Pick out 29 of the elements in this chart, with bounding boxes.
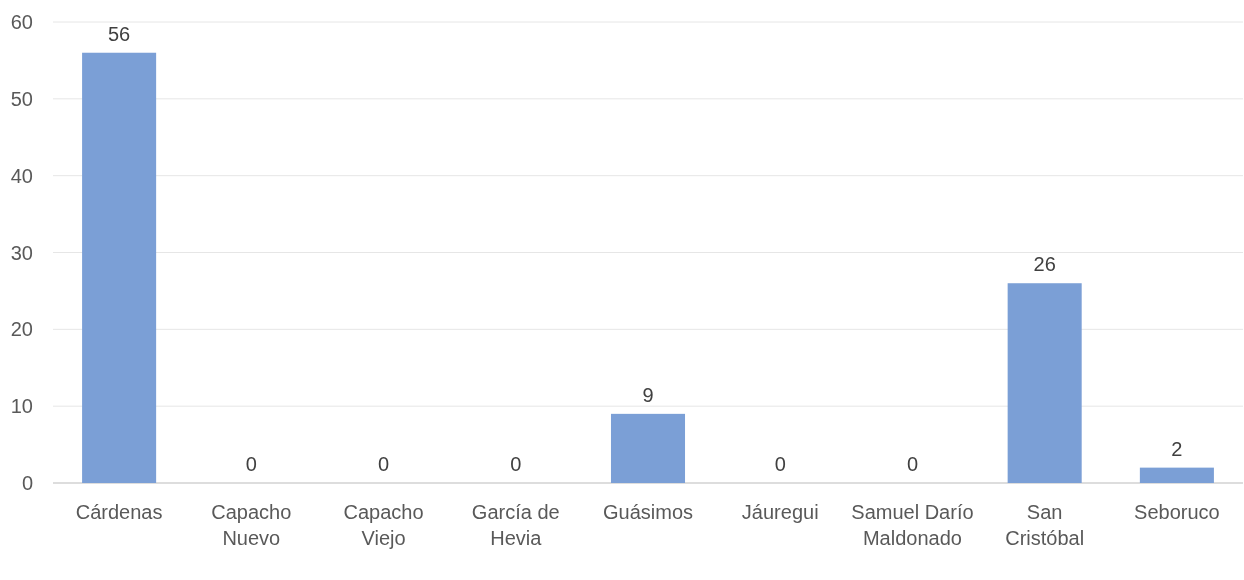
bar xyxy=(82,52,157,483)
y-tick-label: 0 xyxy=(21,472,33,494)
data-label: 0 xyxy=(906,453,919,475)
y-tick-label: 30 xyxy=(10,241,33,264)
y-tick-label: 40 xyxy=(10,164,33,187)
x-tick-label: Guásimos xyxy=(602,501,694,523)
data-label: 56 xyxy=(107,22,131,45)
data-label: 0 xyxy=(377,453,390,475)
x-tick-label: Seboruco xyxy=(1134,501,1220,523)
data-label: 9 xyxy=(642,383,654,406)
x-tick-label: Jáuregui xyxy=(741,501,819,523)
x-tick-label: Samuel Darío Maldonado xyxy=(851,501,974,549)
bar xyxy=(1007,283,1082,483)
x-tick-label: Cárdenas xyxy=(75,501,163,523)
x-tick-label: Capacho Viejo xyxy=(343,501,424,549)
bar xyxy=(1139,467,1214,483)
data-label: 0 xyxy=(510,453,522,475)
bar xyxy=(610,413,686,483)
x-tick-label: Capacho Nuevo xyxy=(211,501,292,549)
data-label: 2 xyxy=(1171,437,1183,460)
y-tick-label: 10 xyxy=(10,395,33,418)
y-tick-label: 60 xyxy=(10,11,33,33)
y-tick-label: 20 xyxy=(10,318,33,341)
data-label: 0 xyxy=(774,453,786,475)
x-tick-label: García de Hevia xyxy=(471,501,560,549)
y-tick-label: 50 xyxy=(10,87,33,110)
data-label: 26 xyxy=(1033,253,1056,276)
data-label: 0 xyxy=(245,453,257,475)
x-tick-label: San Cristóbal xyxy=(1005,501,1085,549)
